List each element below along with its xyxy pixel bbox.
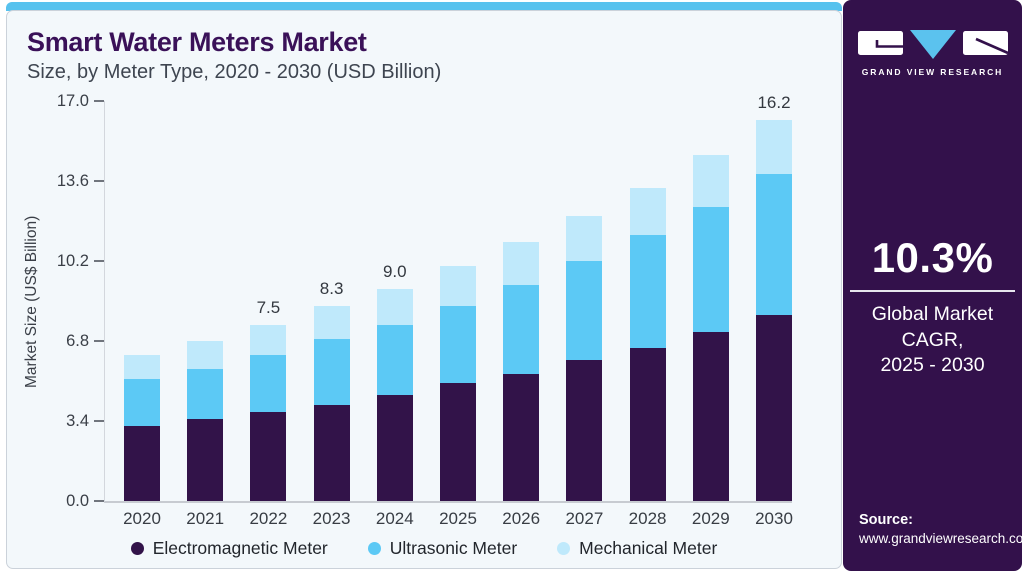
y-axis-tick-mark	[94, 100, 104, 102]
logo-g-glyph	[875, 40, 903, 48]
bar-segment-mechanical-meter-2020	[124, 355, 160, 379]
bar-segment-mechanical-meter-2021	[187, 341, 224, 370]
bar-segment-ultrasonic-meter-2024	[376, 324, 413, 396]
x-axis-label: 2027	[565, 509, 604, 528]
bar-segment-mechanical-meter-2029	[692, 155, 729, 207]
bar-segment-ultrasonic-meter-2029	[692, 206, 729, 332]
bar-segment-ultrasonic-meter-2021	[187, 369, 224, 419]
bar-segment-ultrasonic-meter-2028	[629, 235, 666, 349]
y-axis-tick-mark	[94, 420, 104, 422]
y-axis-tick-label: 13.6	[56, 172, 89, 190]
bar-segment-ultrasonic-meter-2023	[313, 338, 350, 405]
legend-label: Ultrasonic Meter	[389, 538, 518, 558]
y-axis-tick-label: 3.4	[66, 412, 89, 430]
y-axis-title: Market Size (US$ Billion)	[23, 215, 40, 388]
y-axis-tick-label: 0.0	[66, 492, 89, 510]
bar-segment-ultrasonic-meter-2022	[250, 355, 287, 412]
y-axis-tick-label: 10.2	[56, 252, 89, 270]
bar-segment-mechanical-meter-2026	[503, 242, 540, 285]
legend-label: Mechanical Meter	[579, 538, 718, 558]
legend-swatch-icon	[130, 542, 144, 555]
chart-panel: Smart Water Meters Market Size, by Meter…	[6, 10, 842, 569]
bar-segment-electromagnetic-meter-2023	[313, 404, 350, 501]
bar-segment-electromagnetic-meter-2022	[250, 411, 287, 501]
bar-value-label: 16.2	[757, 92, 791, 112]
bar-segment-electromagnetic-meter-2025	[440, 383, 476, 501]
bar-segment-mechanical-meter-2024	[376, 289, 413, 325]
bar-segment-mechanical-meter-2025	[440, 265, 476, 306]
bar-segment-electromagnetic-meter-2026	[503, 373, 540, 501]
bar-segment-mechanical-meter-2022	[250, 324, 287, 356]
x-axis-label: 2025	[439, 509, 477, 528]
bar-segment-mechanical-meter-2028	[629, 188, 666, 236]
logo-r-glyph	[974, 37, 1009, 55]
legend-item-electromagnetic-meter: Electromagnetic Meter	[130, 538, 328, 559]
bar-segment-electromagnetic-meter-2020	[124, 425, 160, 501]
page-title: Smart Water Meters Market	[27, 27, 367, 57]
bar-segment-electromagnetic-meter-2028	[629, 348, 666, 501]
cagr-value: 10.3%	[871, 234, 994, 281]
source-label: Source:	[859, 512, 913, 528]
page-subtitle: Size, by Meter Type, 2020 - 2030 (USD Bi…	[27, 61, 442, 83]
bar-segment-mechanical-meter-2027	[566, 216, 603, 261]
bar-segment-electromagnetic-meter-2027	[566, 359, 603, 501]
bar-segment-electromagnetic-meter-2029	[692, 331, 729, 501]
x-axis-label: 2020	[123, 509, 161, 528]
plot-area: 0.0 3.4 6.8 10.2 13.6 17.0 2020 2021 7.5 2022 8.3 2…	[57, 92, 793, 528]
top-accent-bar	[6, 2, 842, 11]
bar-segment-ultrasonic-meter-2030	[756, 173, 792, 316]
bar-segment-mechanical-meter-2023	[313, 305, 350, 339]
bar-segment-ultrasonic-meter-2027	[566, 261, 603, 360]
y-axis-tick-mark	[94, 500, 104, 502]
brand-sidebar: GRAND VIEW RESEARCH 10.3% Global Market …	[843, 0, 1025, 571]
x-axis-label: 2022	[249, 509, 288, 528]
chart-legend: Electromagnetic Meter Ultrasonic Meter Mec…	[7, 538, 841, 559]
x-axis-label: 2028	[628, 509, 667, 528]
legend-label: Electromagnetic Meter	[152, 538, 328, 558]
source-url: www.grandviewresearch.com	[859, 531, 1025, 546]
y-axis-tick-mark	[94, 260, 104, 262]
legend-item-mechanical-meter: Mechanical Meter	[557, 538, 717, 559]
x-axis-label: 2029	[691, 509, 730, 528]
bar-segment-ultrasonic-meter-2026	[503, 284, 540, 374]
bar-segment-ultrasonic-meter-2020	[124, 378, 160, 426]
y-axis-tick-label: 6.8	[66, 332, 89, 350]
x-axis-label: 2024	[375, 509, 414, 528]
bar-segment-electromagnetic-meter-2030	[756, 315, 792, 501]
bar-segment-ultrasonic-meter-2025	[440, 305, 476, 384]
logo-v-triangle	[909, 30, 956, 59]
legend-swatch-icon	[557, 542, 571, 555]
cagr-divider	[850, 290, 1015, 292]
x-axis-label: 2021	[186, 509, 225, 528]
cagr-label-line1: Global Market CAGR,	[871, 303, 994, 351]
gvr-logo-icon	[857, 30, 1009, 59]
bar-value-label: 7.5	[256, 297, 281, 317]
cagr-label-line2: 2025 - 2030	[880, 354, 985, 377]
source-block: Source: www.grandviewresearch.com	[859, 512, 1025, 546]
x-axis-label: 2026	[502, 509, 541, 528]
y-axis-tick-mark	[94, 180, 104, 182]
logo-g-block	[857, 31, 903, 55]
bar-value-label: 8.3	[319, 278, 344, 298]
cagr-block: 10.3% Global Market CAGR, 2025 - 2030	[843, 234, 1022, 379]
legend-item-ultrasonic-meter: Ultrasonic Meter	[367, 538, 518, 559]
bar-segment-electromagnetic-meter-2024	[376, 395, 413, 501]
bar-segment-electromagnetic-meter-2021	[187, 418, 224, 501]
logo-wordmark: GRAND VIEW RESEARCH	[861, 67, 1004, 77]
gvr-logo: GRAND VIEW RESEARCH	[843, 28, 1022, 77]
legend-swatch-icon	[367, 542, 381, 555]
bar-value-label: 9.0	[382, 262, 407, 282]
x-axis-label: 2023	[312, 509, 351, 528]
bar-segment-mechanical-meter-2030	[756, 119, 792, 174]
y-axis-tick-label: 17.0	[56, 92, 89, 110]
y-axis-tick-mark	[94, 340, 104, 342]
x-axis-label: 2030	[755, 509, 793, 528]
